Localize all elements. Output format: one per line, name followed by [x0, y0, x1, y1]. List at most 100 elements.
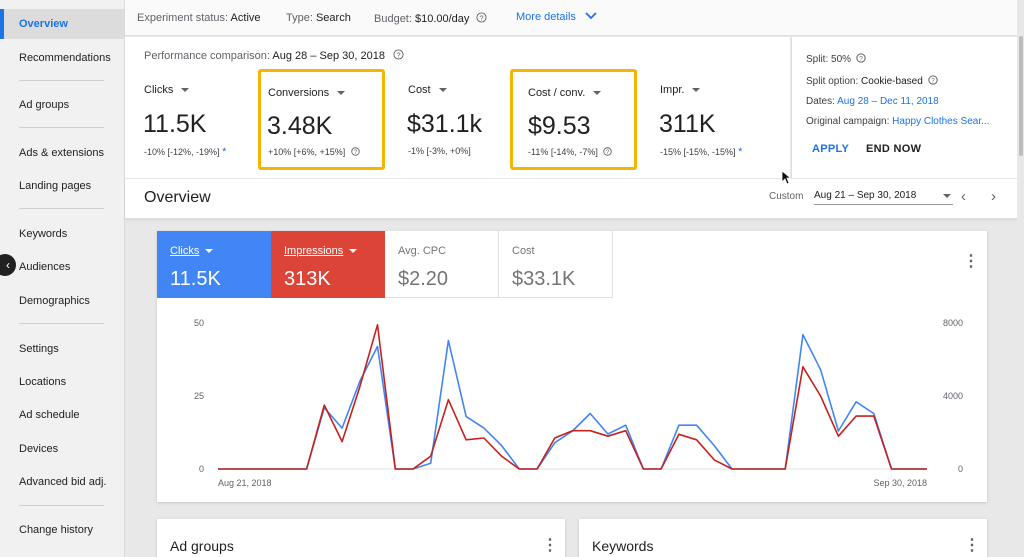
- performance-comparison-range: Aug 28 – Sep 30, 2018: [272, 50, 385, 62]
- more-options-icon[interactable]: ⋮: [542, 537, 558, 554]
- original-campaign-link[interactable]: Happy Clothes Sear...: [892, 116, 990, 127]
- sidebar-item-change-history[interactable]: Change history: [19, 524, 93, 536]
- sidebar-item-overview[interactable]: Overview: [0, 9, 124, 39]
- help-icon[interactable]: ?: [476, 12, 488, 23]
- metric-delta: -15% [-15%, -15%] *: [660, 146, 743, 158]
- series-line-clicks: [218, 333, 927, 470]
- metric-value: $31.1k: [407, 110, 483, 138]
- date-range-value: Aug 21 – Sep 30, 2018: [814, 190, 917, 201]
- sidebar-item-keywords[interactable]: Keywords: [19, 228, 68, 240]
- more-options-icon[interactable]: ⋮: [963, 253, 979, 270]
- more-options-icon[interactable]: ⋮: [964, 537, 980, 554]
- performance-comparison-panel: Performance comparison: Aug 28 – Sep 30,…: [125, 37, 790, 178]
- tile-label: Avg. CPC: [398, 245, 447, 257]
- tile-clicks[interactable]: Clicks 11.5K: [157, 231, 271, 298]
- dates-row: Dates: Aug 28 – Dec 11, 2018: [806, 96, 939, 107]
- right-axis-tick-label: 0: [958, 464, 963, 474]
- metric-clicks[interactable]: Clicks 11.5K -10% [-12%, -19%] *: [137, 68, 247, 169]
- tile-label[interactable]: Impressions: [284, 245, 358, 257]
- metric-label[interactable]: Cost / conv.: [528, 87, 602, 99]
- sidebar-item-ad-schedule[interactable]: Ad schedule: [19, 409, 80, 421]
- apply-button[interactable]: APPLY: [812, 143, 850, 155]
- help-icon[interactable]: ?: [856, 53, 866, 63]
- keywords-card: Keywords ⋮: [579, 519, 987, 557]
- metric-delta: -10% [-12%, -19%] *: [144, 146, 227, 158]
- tile-label[interactable]: Clicks: [170, 245, 214, 257]
- dates-link[interactable]: Aug 28 – Dec 11, 2018: [837, 96, 939, 107]
- svg-text:?: ?: [396, 50, 400, 59]
- sidebar-item-locations[interactable]: Locations: [19, 376, 67, 388]
- sidebar: Overview Recommendations Ad groups Ads &…: [0, 0, 125, 557]
- sidebar-divider: [19, 127, 104, 128]
- svg-text:?: ?: [480, 13, 484, 22]
- scrollbar-thumb[interactable]: [1019, 36, 1023, 156]
- collapse-sidebar-icon[interactable]: ‹: [0, 254, 16, 276]
- caret-down-icon: [692, 88, 701, 93]
- caret-down-icon: [337, 91, 346, 96]
- date-range-select[interactable]: Aug 21 – Sep 30, 2018: [814, 190, 953, 205]
- sidebar-item-landing-pages[interactable]: Landing pages: [19, 180, 92, 192]
- scrollbar-track[interactable]: [1017, 0, 1024, 557]
- mouse-cursor-icon: [781, 170, 791, 185]
- metric-label[interactable]: Conversions: [268, 87, 346, 99]
- more-details-link[interactable]: More details: [516, 11, 597, 23]
- metric-value: $9.53: [528, 112, 591, 140]
- x-axis-tick-label: Sep 30, 2018: [873, 478, 927, 488]
- split-option-label: Split option:: [806, 76, 859, 87]
- split-label: Split:: [806, 54, 829, 65]
- original-campaign-row: Original campaign: Happy Clothes Sear...: [806, 116, 989, 127]
- campaign-type-label: Type:: [286, 12, 313, 24]
- left-axis-tick-label: 25: [194, 391, 204, 401]
- svg-text:?: ?: [606, 150, 610, 156]
- sidebar-item-demographics[interactable]: Demographics: [19, 295, 90, 307]
- next-period-icon[interactable]: ›: [991, 188, 996, 205]
- tile-label: Cost: [512, 245, 535, 257]
- tile-cost[interactable]: Cost $33.1K: [499, 231, 613, 298]
- metric-cost-per-conversion[interactable]: Cost / conv. $9.53 -11% [-14%, -7%] ?: [510, 69, 637, 170]
- metric-label[interactable]: Impr.: [660, 84, 701, 96]
- tile-impressions[interactable]: Impressions 313K: [271, 231, 385, 298]
- metric-value: 11.5K: [143, 110, 207, 138]
- help-icon[interactable]: ?: [603, 147, 613, 156]
- svg-text:?: ?: [859, 56, 863, 63]
- metric-delta: -1% [-3%, +0%]: [408, 146, 471, 156]
- sidebar-item-advanced-bid-adj[interactable]: Advanced bid adj.: [19, 476, 107, 488]
- sidebar-divider: [19, 323, 104, 324]
- star-icon: *: [738, 146, 743, 158]
- tile-avg-cpc[interactable]: Avg. CPC $2.20: [385, 231, 499, 298]
- help-icon[interactable]: ?: [393, 49, 404, 60]
- help-icon[interactable]: ?: [351, 147, 360, 156]
- svg-text:?: ?: [931, 78, 935, 85]
- tile-value: 11.5K: [170, 268, 221, 290]
- caret-down-icon: [349, 249, 358, 254]
- sidebar-item-recommendations[interactable]: Recommendations: [19, 52, 111, 64]
- metric-cost[interactable]: Cost $31.1k -1% [-3%, +0%]: [401, 68, 511, 169]
- campaign-type-value: Search: [315, 12, 351, 24]
- more-details-label: More details: [516, 11, 576, 23]
- tile-value: $2.20: [398, 268, 449, 290]
- chevron-down-icon: [585, 12, 597, 20]
- previous-period-icon[interactable]: ‹: [961, 188, 966, 205]
- metric-label[interactable]: Cost: [408, 84, 447, 96]
- split-value: 50%: [831, 54, 852, 65]
- metric-conversions[interactable]: Conversions 3.48K +10% [+6%, +15%] ?: [258, 69, 385, 170]
- sidebar-item-ad-groups[interactable]: Ad groups: [19, 99, 70, 111]
- sidebar-item-ads-extensions[interactable]: Ads & extensions: [19, 147, 104, 159]
- performance-comparison-label: Performance comparison:: [144, 50, 270, 62]
- end-now-button[interactable]: END NOW: [866, 143, 922, 155]
- sidebar-item-audiences[interactable]: Audiences: [19, 261, 71, 273]
- caret-down-icon: [593, 91, 602, 96]
- overview-header: Overview Custom Aug 21 – Sep 30, 2018 ‹ …: [125, 179, 1024, 219]
- sidebar-divider: [19, 80, 104, 81]
- metric-label[interactable]: Clicks: [144, 84, 190, 96]
- sidebar-item-settings[interactable]: Settings: [19, 343, 59, 355]
- left-axis-tick-label: 50: [194, 318, 204, 328]
- help-icon[interactable]: ?: [927, 75, 938, 85]
- metric-impressions[interactable]: Impr. 311K -15% [-15%, -15%] *: [653, 68, 773, 169]
- sidebar-item-devices[interactable]: Devices: [19, 443, 59, 455]
- caret-down-icon: [181, 88, 190, 93]
- split-option-value: Cookie-based: [861, 76, 923, 87]
- experiment-status-value: Active: [230, 12, 261, 24]
- svg-text:?: ?: [354, 150, 358, 156]
- star-icon: *: [222, 146, 227, 158]
